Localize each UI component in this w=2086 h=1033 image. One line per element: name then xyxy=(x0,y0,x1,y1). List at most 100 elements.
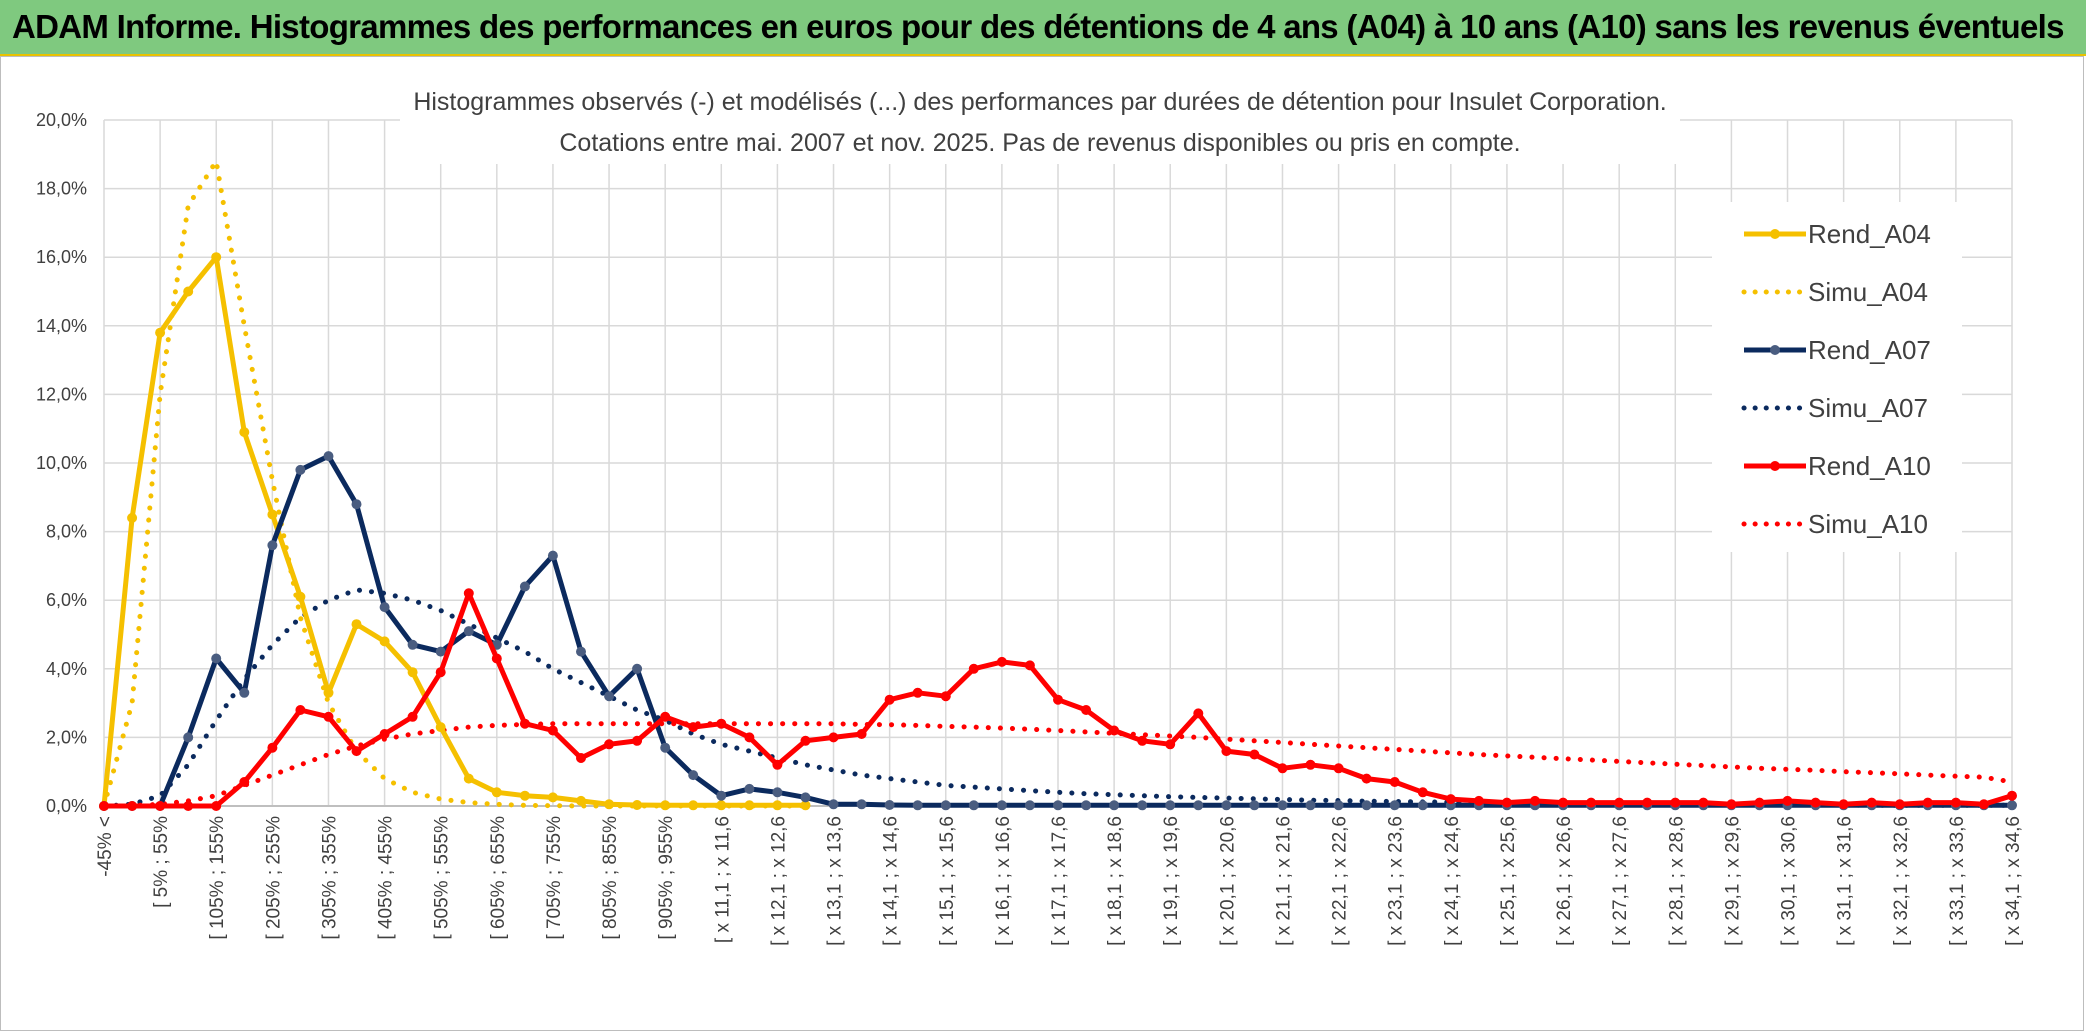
data-point xyxy=(884,694,895,705)
series-Simu_A07 xyxy=(101,587,2015,809)
y-tick-label: 4,0% xyxy=(46,659,87,679)
data-point xyxy=(632,663,643,674)
data-point xyxy=(1922,797,1933,808)
data-point xyxy=(1445,794,1456,805)
title-backdrop xyxy=(400,80,1680,164)
x-tick-label: [ x 16,1 ; x 16,6 xyxy=(993,816,1014,946)
data-point xyxy=(435,646,446,657)
data-point xyxy=(1277,763,1288,774)
data-point xyxy=(632,800,643,810)
data-point xyxy=(968,800,979,811)
data-point xyxy=(1109,800,1120,811)
x-tick-label: [ x 24,1 ; x 24,6 xyxy=(1442,816,1463,946)
data-point xyxy=(1894,799,1905,810)
data-point xyxy=(183,801,194,811)
data-point xyxy=(744,732,755,743)
x-tick-label: [ x 29,1 ; x 29,6 xyxy=(1722,816,1743,946)
legend-item-Simu_A10: Simu_A10 xyxy=(1741,509,1928,539)
y-tick-label: 2,0% xyxy=(46,727,87,747)
data-point xyxy=(491,787,502,798)
header-banner: ADAM Informe. Histogrammes des performan… xyxy=(0,0,2086,56)
data-point xyxy=(547,725,558,736)
data-point xyxy=(1221,800,1232,811)
x-tick-label: [ x 25,1 ; x 25,6 xyxy=(1498,816,1519,946)
data-point xyxy=(1726,799,1737,810)
y-tick-label: 10,0% xyxy=(36,453,87,473)
data-point xyxy=(604,739,615,750)
data-point xyxy=(884,800,895,810)
data-point xyxy=(519,581,530,592)
x-tick-label: [ x 31,1 ; x 31,6 xyxy=(1835,816,1856,946)
legend-backdrop xyxy=(1712,202,1962,552)
data-point xyxy=(1417,800,1428,811)
data-point xyxy=(968,663,979,674)
data-point xyxy=(1053,800,1063,811)
data-point xyxy=(1417,787,1428,798)
x-tick-label: [ x 21,1 ; x 21,6 xyxy=(1273,816,1294,946)
data-point xyxy=(604,691,615,702)
x-tick-label: [ x 15,1 ; x 15,6 xyxy=(937,816,958,946)
data-point xyxy=(716,800,727,811)
x-tick-label: [ x 28,1 ; x 28,6 xyxy=(1666,816,1687,946)
data-point xyxy=(407,711,418,722)
data-point xyxy=(660,711,671,722)
data-point xyxy=(183,286,194,297)
data-point xyxy=(351,619,362,630)
x-tick-label: [ 505% ; 555% xyxy=(432,816,453,940)
data-point xyxy=(660,742,671,753)
data-point xyxy=(576,646,586,657)
series-line-Simu_A04 xyxy=(101,158,808,809)
data-point xyxy=(267,540,278,551)
data-point xyxy=(211,252,222,263)
x-tick-label: [ x 23,1 ; x 23,6 xyxy=(1386,816,1407,946)
x-tick-label: [ 405% ; 455% xyxy=(376,816,397,940)
data-point xyxy=(1193,708,1204,719)
data-point xyxy=(239,777,250,787)
data-point xyxy=(1165,739,1176,750)
legend-label: Simu_A04 xyxy=(1808,277,1928,307)
data-point xyxy=(1249,749,1260,760)
data-point xyxy=(912,687,923,698)
data-point xyxy=(2007,800,2017,811)
x-tick-label: [ 205% ; 255% xyxy=(263,816,284,940)
series-Simu_A10 xyxy=(101,721,2015,809)
data-point xyxy=(1530,795,1540,806)
data-point xyxy=(1361,773,1372,784)
data-point xyxy=(1305,759,1316,770)
data-point xyxy=(1165,800,1176,811)
data-point xyxy=(491,653,502,664)
data-point xyxy=(1109,725,1120,736)
data-point xyxy=(155,801,166,811)
data-point xyxy=(744,783,755,794)
legend-label: Rend_A10 xyxy=(1808,451,1931,481)
data-point xyxy=(688,770,699,781)
data-point xyxy=(1193,800,1204,811)
x-tick-label: [ x 32,1 ; x 32,6 xyxy=(1891,816,1912,946)
legend-marker xyxy=(1770,461,1780,471)
data-point xyxy=(632,735,643,746)
data-point xyxy=(828,799,839,810)
x-tick-label: [ x 12,1 ; x 12,6 xyxy=(768,816,789,946)
data-point xyxy=(1754,797,1765,808)
series-Rend_A10 xyxy=(99,588,2017,811)
data-point xyxy=(1558,797,1569,808)
data-point xyxy=(211,801,222,811)
x-tick-label: [ x 26,1 ; x 26,6 xyxy=(1554,816,1575,946)
data-point xyxy=(183,732,194,743)
data-point xyxy=(435,667,446,678)
data-point xyxy=(155,327,166,338)
legend: Rend_A04 Simu_A04 Rend_A07 Simu_A07 Rend_A10… xyxy=(1741,219,1931,539)
data-point xyxy=(996,800,1007,811)
data-point xyxy=(351,746,362,757)
chart-frame xyxy=(0,56,2084,1031)
data-point xyxy=(716,718,727,729)
data-point xyxy=(576,753,586,763)
data-point xyxy=(1333,800,1344,811)
data-point xyxy=(604,799,615,810)
data-point xyxy=(772,800,783,811)
data-point xyxy=(1866,797,1877,808)
series-line-Simu_A10 xyxy=(101,721,2015,809)
data-point xyxy=(379,729,390,739)
data-point xyxy=(519,718,530,729)
data-point xyxy=(295,464,306,475)
